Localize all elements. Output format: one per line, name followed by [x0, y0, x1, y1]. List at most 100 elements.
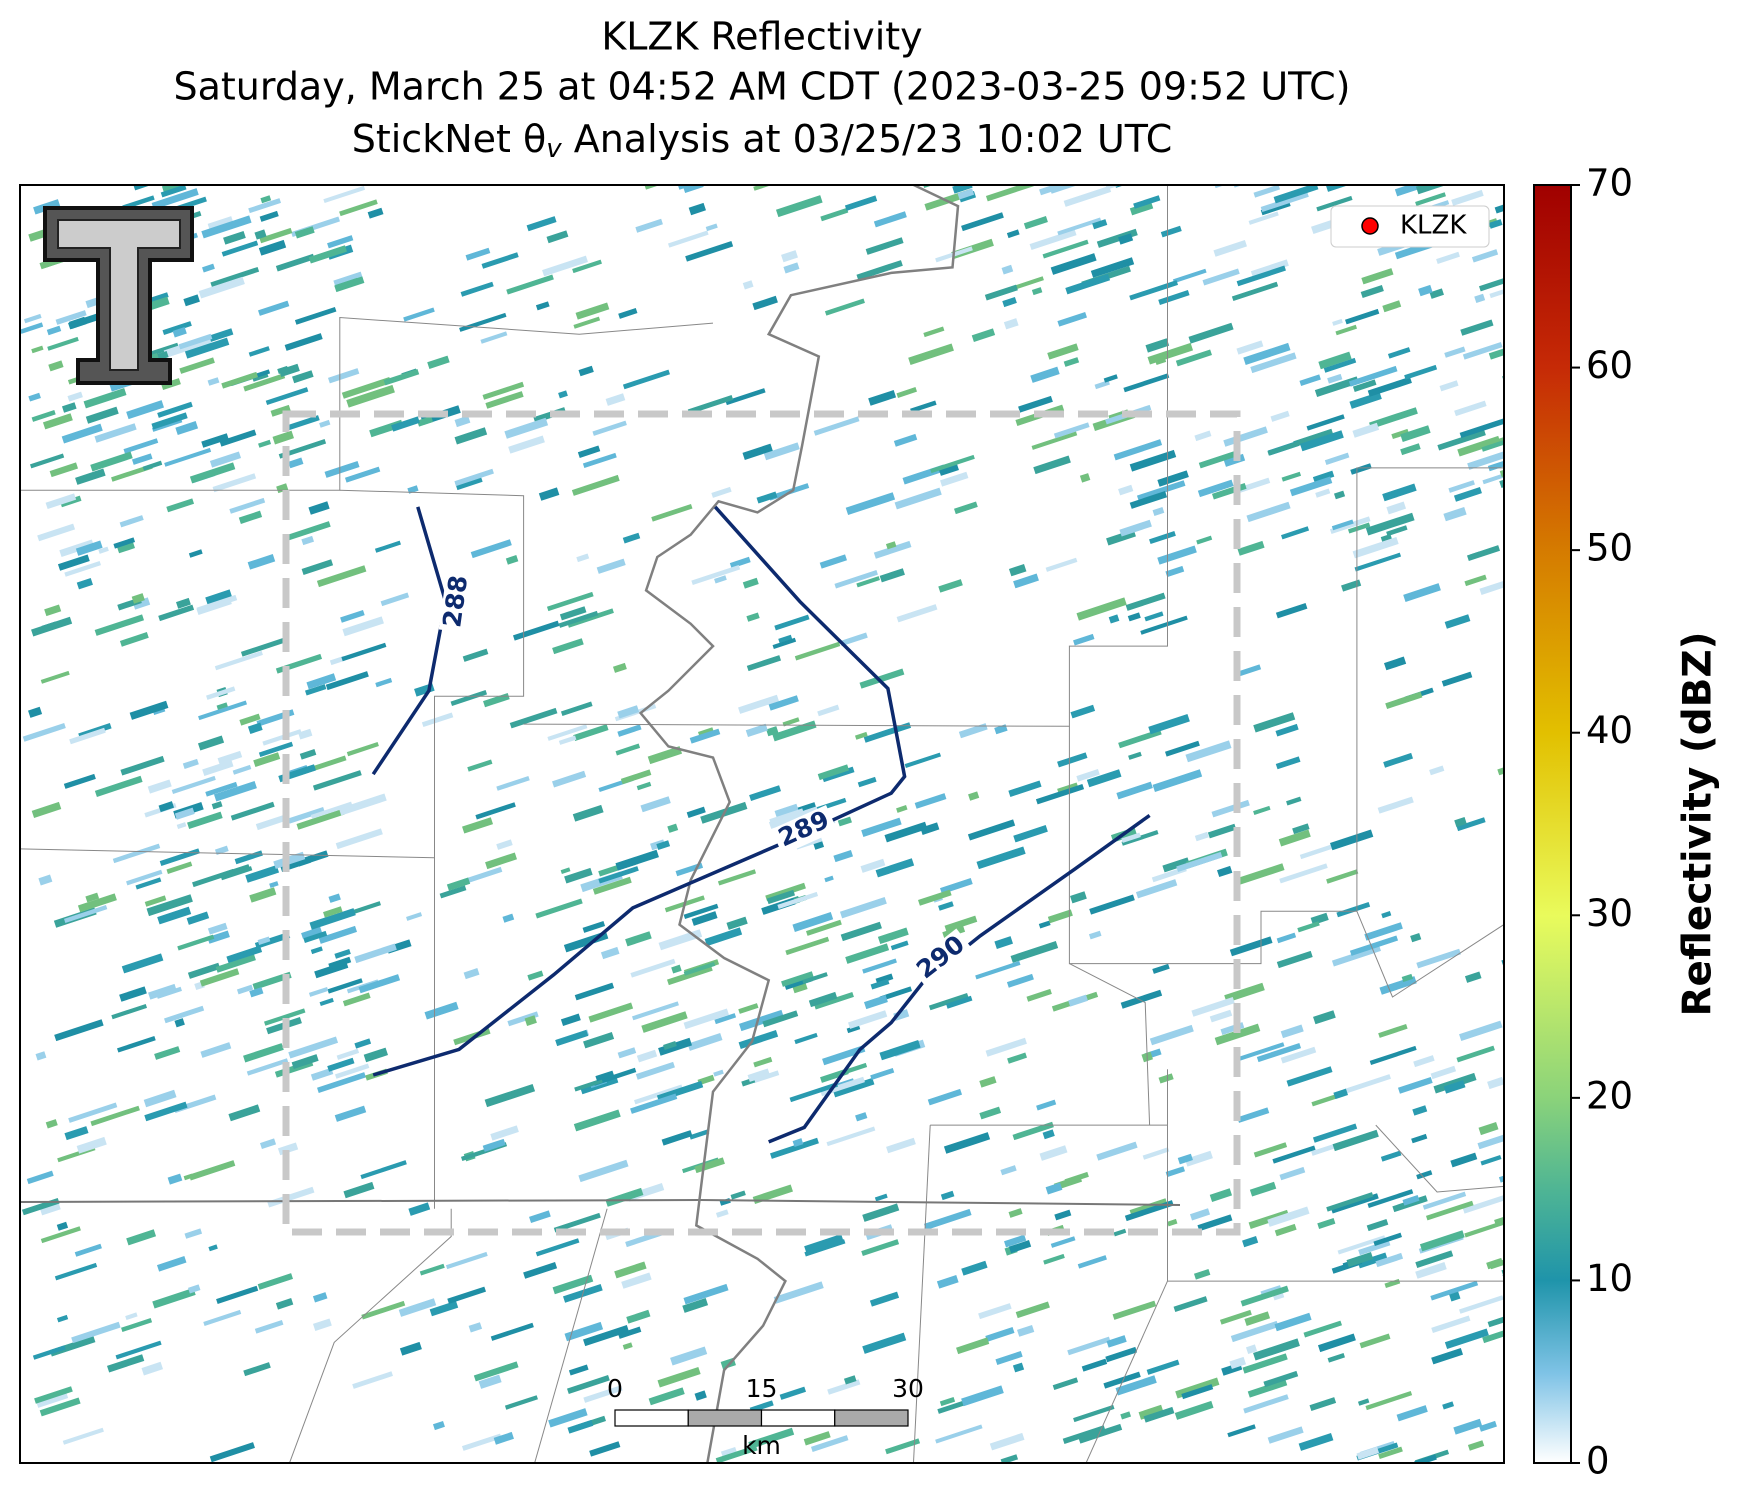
echo [1136, 480, 1186, 502]
echo [340, 609, 365, 623]
echo [202, 759, 234, 776]
echo [1329, 829, 1374, 851]
echo [622, 1342, 633, 1350]
echo [188, 549, 203, 558]
echo [1380, 1150, 1402, 1162]
echo [822, 766, 855, 783]
echo [1462, 341, 1503, 360]
echo [1479, 1420, 1497, 1432]
echo [1242, 1353, 1288, 1374]
echo [564, 867, 593, 884]
echo [1443, 1080, 1466, 1094]
echo [930, 454, 975, 474]
echo [31, 345, 44, 354]
echo [1400, 443, 1421, 456]
echo [116, 541, 135, 554]
echo [303, 930, 328, 943]
echo [715, 1445, 758, 1463]
echo [232, 764, 252, 775]
echo [23, 313, 42, 324]
echo [334, 1105, 367, 1122]
scale-segment [834, 1409, 909, 1427]
boundary [523, 185, 1168, 727]
echo [577, 445, 601, 458]
echo [1518, 1332, 1534, 1337]
echo [207, 922, 228, 935]
echo [1189, 1208, 1211, 1221]
echo [176, 822, 187, 830]
echo [427, 355, 450, 369]
echo [341, 377, 392, 399]
echo [749, 785, 782, 801]
echo [1149, 1024, 1194, 1046]
echo [688, 202, 706, 216]
echo [1191, 997, 1235, 1017]
echo [262, 729, 302, 746]
scale-segment [687, 1409, 763, 1427]
echo [1057, 752, 1088, 768]
echo [508, 435, 545, 454]
echo [558, 735, 577, 745]
echo [1246, 501, 1291, 523]
echo [1467, 451, 1504, 470]
echo [1158, 1073, 1174, 1084]
echo [1439, 380, 1459, 392]
echo [1050, 253, 1097, 275]
echo [1253, 805, 1271, 815]
echo [1253, 712, 1296, 733]
echo [843, 1375, 857, 1385]
echo [1010, 941, 1059, 963]
echo [873, 540, 912, 559]
echo [1327, 373, 1343, 384]
echo [160, 185, 187, 198]
echo [1333, 490, 1346, 500]
echo [535, 898, 583, 919]
echo [1207, 823, 1237, 839]
echo [1402, 1195, 1420, 1206]
echo [670, 1346, 708, 1366]
echo [196, 594, 238, 613]
echo [319, 419, 331, 428]
echo [1380, 534, 1392, 542]
echo [1511, 273, 1536, 281]
echo [1275, 723, 1299, 737]
echo [119, 515, 144, 528]
echo [258, 300, 290, 316]
echo [944, 915, 978, 932]
echo [870, 978, 890, 990]
echo [207, 377, 220, 386]
echo [1173, 1296, 1208, 1312]
echo [804, 1239, 846, 1257]
echo [726, 916, 748, 930]
echo [1494, 1216, 1504, 1226]
echo [1467, 1440, 1485, 1451]
echo [1466, 545, 1501, 561]
echo [1443, 506, 1467, 522]
echo [187, 962, 221, 979]
echo [490, 1322, 534, 1341]
echo [460, 281, 494, 297]
echo [1375, 1252, 1404, 1268]
echo [126, 400, 165, 420]
echo [462, 817, 494, 834]
echo [1057, 217, 1102, 236]
contour-line [372, 505, 907, 1077]
echo [924, 1208, 972, 1231]
echo [1036, 1099, 1057, 1111]
echo [810, 1435, 849, 1452]
echo [1197, 1214, 1233, 1232]
echo [253, 752, 281, 767]
scale-tick-label: 0 [607, 1374, 623, 1403]
echo [432, 1420, 445, 1431]
echo [773, 1281, 824, 1304]
echo [1352, 536, 1399, 559]
echo [1213, 240, 1247, 257]
echo [667, 823, 679, 833]
echo [424, 1001, 459, 1020]
echo [954, 501, 978, 515]
echo [1377, 796, 1414, 814]
echo [1517, 1192, 1532, 1197]
echo [774, 803, 799, 818]
echo [478, 1374, 502, 1389]
